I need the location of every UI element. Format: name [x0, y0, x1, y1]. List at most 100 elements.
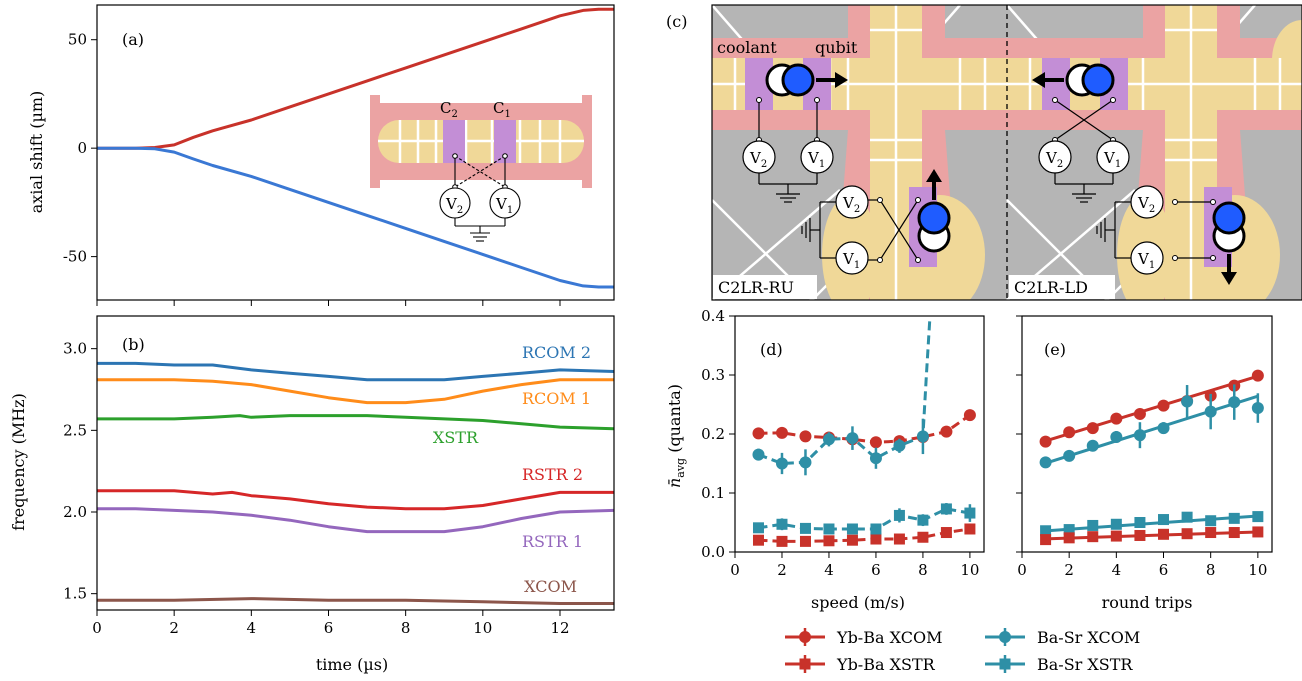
svg-text:V2: V2 — [842, 194, 860, 215]
y-tick-label: 0.4 — [701, 307, 725, 325]
ion-qubit-lt — [781, 63, 815, 97]
marker-yb-ba-xcom — [1251, 369, 1264, 382]
svg-text:V1: V1 — [807, 149, 825, 170]
marker-ba-sr-xstr — [752, 522, 764, 534]
volt-r-v1 — [1096, 140, 1130, 174]
x-tick-label: 4 — [247, 619, 257, 637]
marker-yb-ba-xstr — [870, 533, 882, 545]
x-tick-label: 8 — [1206, 561, 1216, 579]
panel-b-label: (b) — [122, 335, 145, 354]
fit-line-yb-ba-xcom — [1045, 374, 1259, 443]
marker-ba-sr-xcom — [1063, 449, 1076, 462]
panel-b-ylabel: frequency (MHz) — [9, 393, 28, 531]
x-tick-label: 4 — [1112, 561, 1122, 579]
panel-e-label: (e) — [1044, 340, 1066, 359]
svg-text:V2: V2 — [749, 149, 767, 170]
marker-yb-ba-xstr — [1158, 528, 1170, 540]
x-tick-label: 4 — [824, 561, 834, 579]
wiring-dots — [756, 97, 1216, 263]
marker-yb-ba-xstr — [1228, 527, 1240, 539]
svg-text:V1: V1 — [842, 250, 860, 271]
marker-ba-sr-xcom — [1110, 430, 1123, 443]
series-label: XSTR — [433, 428, 479, 447]
marker-yb-ba-xstr — [964, 523, 976, 535]
svg-text:V1: V1 — [1137, 250, 1155, 271]
x-tick-label: 2 — [1064, 561, 1074, 579]
panel-d-ylabel: n̄avg (quanta) — [665, 384, 687, 488]
marker-yb-ba-xstr — [1205, 527, 1217, 539]
marker-yb-ba-xcom — [752, 427, 765, 440]
panel-d: 0 2 4 6 8 10 0.0 0.1 0.2 0.3 0.4 (d) n̄avg (quanta… — [665, 307, 985, 612]
marker-yb-ba-xstr — [846, 534, 858, 546]
legend-label: Yb-Ba XSTR — [836, 655, 936, 674]
inset-wiring — [454, 155, 506, 242]
data-line-ba-sr-xstr — [758, 507, 971, 531]
y-tick-label: 2.5 — [63, 421, 87, 439]
frequency-line-rstr-1 — [97, 507, 615, 534]
x-tick-label: 12 — [550, 619, 569, 637]
volt-r-v2 — [1038, 140, 1072, 174]
panel-a-frame — [96, 4, 615, 301]
x-tick-label: 6 — [1159, 561, 1169, 579]
frequency-line-xstr — [97, 414, 615, 431]
voltage-labels: V2 V1 V2 V1 V2 V1 V2 V1 — [749, 149, 1155, 271]
x-tick-label: 2 — [777, 561, 787, 579]
y-tick-label: 0.3 — [701, 366, 725, 384]
series-label: RCOM 1 — [522, 389, 591, 408]
panel-b: 0 2 4 6 8 10 12 1.5 2.0 2.5 3.0 RCOM 2 RCOM 1 XSTR RST… — [9, 315, 615, 674]
ion-qubit-rt — [1081, 63, 1115, 97]
marker-yb-ba-xcom — [799, 430, 812, 443]
marker-ba-sr-xcom — [1204, 405, 1217, 418]
fit-line-ba-sr-xcom — [1045, 394, 1259, 465]
arrows — [816, 72, 1237, 285]
marker-ba-sr-xcom — [846, 432, 859, 445]
ion-qubit-lb — [917, 201, 951, 235]
y-tick-label: 1.5 — [63, 585, 87, 603]
volt-l-v1 — [800, 140, 834, 174]
marker-ba-sr-xstr — [1181, 511, 1193, 523]
marker-ba-sr-xcom — [1039, 456, 1052, 469]
y-tick-label: 0.0 — [701, 543, 725, 561]
panel-d-xlabel: speed (m/s) — [811, 593, 905, 612]
y-tick-label: 2.0 — [63, 503, 87, 521]
marker-ba-sr-xcom — [1133, 429, 1146, 442]
marker-yb-ba-xstr — [1087, 531, 1099, 543]
marker-yb-ba-xstr — [1134, 529, 1146, 541]
marker-ba-sr-xcom — [869, 452, 882, 465]
x-tick-label: 0 — [730, 561, 740, 579]
series-label: RCOM 2 — [522, 343, 591, 362]
voltage-circles — [742, 140, 1164, 275]
x-tick-label: 10 — [1248, 561, 1267, 579]
marker-ba-sr-xcom — [916, 430, 929, 443]
panel-d-label: (d) — [760, 340, 783, 359]
data-line-yb-ba-xstr — [758, 527, 971, 543]
x-tick-label: 6 — [871, 561, 881, 579]
panel-a-label: (a) — [122, 30, 144, 49]
x-tick-label: 10 — [473, 619, 492, 637]
volt-l-v1b — [835, 241, 869, 275]
marker-ba-sr-xcom — [1086, 439, 1099, 452]
marker-yb-ba-xstr — [940, 527, 952, 539]
ion-qubit-rb — [1212, 201, 1246, 235]
marker-yb-ba-xcom — [1110, 412, 1123, 425]
panel-e-xlabel: round trips — [1102, 593, 1193, 612]
panel-c: (c) — [666, 4, 1302, 301]
marker-ba-sr-xstr — [1205, 515, 1217, 527]
marker-ba-sr-xcom — [822, 433, 835, 446]
y-tick-label: 50 — [68, 31, 87, 49]
marker-ba-sr-xcom — [752, 448, 765, 461]
panel-d-plot: 0 2 4 6 8 10 0.0 0.1 0.2 0.3 0.4 — [701, 307, 979, 579]
fit-line-yb-ba-xstr — [1045, 530, 1258, 541]
label-box-right — [1009, 275, 1115, 299]
marker-ba-sr-xstr — [799, 522, 811, 534]
panel-a-inset: C2 C1 V2 V1 — [370, 95, 592, 242]
marker-yb-ba-xcom — [1157, 399, 1170, 412]
marker-yb-ba-xstr — [1181, 528, 1193, 540]
panel-c-label: (c) — [666, 12, 687, 31]
marker-ba-sr-xcom — [1157, 422, 1170, 435]
ions — [765, 63, 1246, 253]
marker-ba-sr-xstr — [870, 523, 882, 535]
x-tick-label: 6 — [324, 619, 334, 637]
panel-b-plot: 0 2 4 6 8 10 12 1.5 2.0 2.5 3.0 RCOM 2 RCOM 1 XSTR RST… — [63, 340, 615, 637]
legend-label: Yb-Ba XCOM — [836, 628, 942, 647]
